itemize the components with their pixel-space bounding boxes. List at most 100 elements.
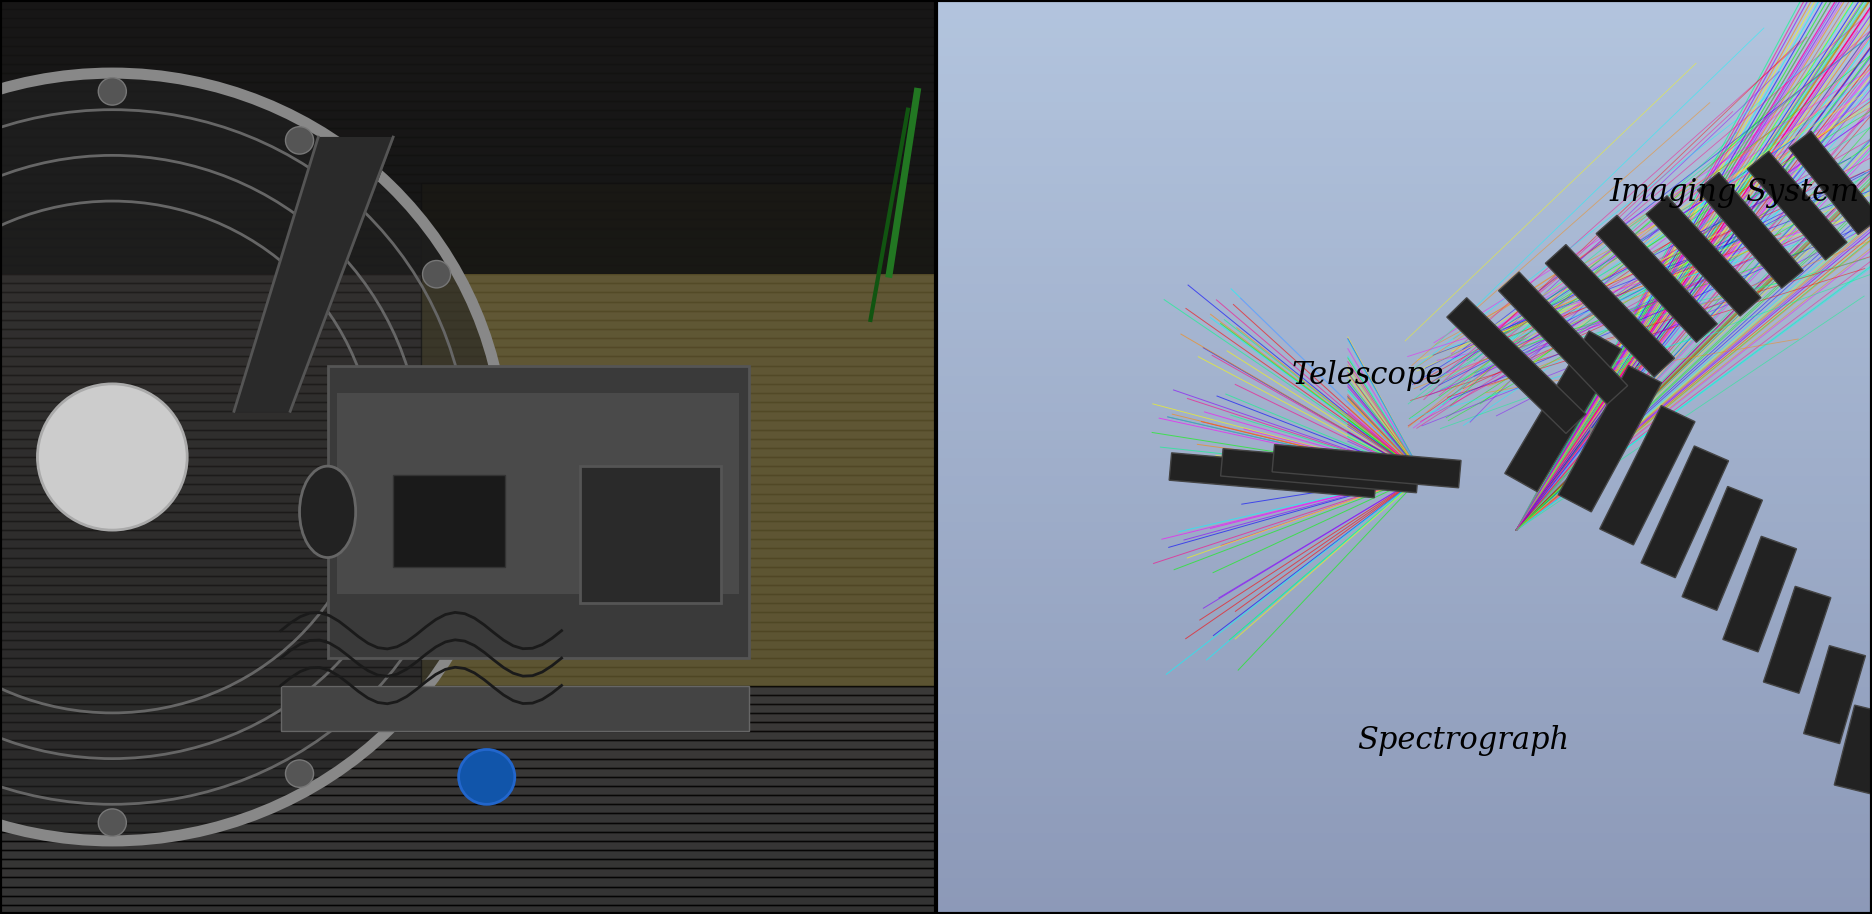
Circle shape — [472, 443, 502, 471]
Bar — [0, 393, 936, 402]
Bar — [281, 686, 749, 731]
Bar — [0, 292, 936, 302]
Bar — [0, 375, 936, 384]
Bar — [936, 631, 1872, 640]
Bar — [936, 567, 1872, 576]
Circle shape — [97, 809, 125, 836]
Bar — [936, 512, 1872, 521]
Bar — [0, 686, 936, 695]
Bar — [0, 155, 936, 165]
Bar — [936, 905, 1872, 914]
Bar — [0, 238, 936, 247]
Bar — [1722, 537, 1797, 652]
Bar — [936, 896, 1872, 905]
Bar — [936, 329, 1872, 338]
Bar — [936, 411, 1872, 420]
Bar — [936, 146, 1872, 155]
Bar — [936, 667, 1872, 676]
Bar — [936, 292, 1872, 302]
Bar — [936, 777, 1872, 786]
Bar — [0, 439, 936, 448]
Bar — [936, 174, 1872, 183]
Bar — [936, 356, 1872, 366]
Bar — [0, 82, 936, 91]
Bar — [0, 622, 936, 631]
Bar — [936, 64, 1872, 73]
Bar — [936, 594, 1872, 603]
Bar — [0, 9, 936, 18]
Bar — [0, 594, 936, 603]
Bar — [0, 640, 936, 649]
Bar — [936, 347, 1872, 356]
Bar — [0, 813, 936, 823]
Circle shape — [423, 260, 451, 288]
Bar — [936, 228, 1872, 238]
Bar — [0, 37, 936, 46]
Bar — [0, 265, 936, 274]
Bar — [0, 420, 936, 430]
Bar — [0, 18, 936, 27]
Bar — [1698, 173, 1803, 288]
Bar — [0, 759, 936, 768]
Bar — [0, 868, 936, 877]
FancyBboxPatch shape — [421, 183, 936, 686]
Bar — [936, 521, 1872, 530]
Bar — [936, 868, 1872, 877]
Bar — [0, 402, 936, 411]
Bar — [0, 603, 936, 612]
Bar — [0, 302, 936, 311]
Bar — [0, 247, 936, 256]
Bar — [0, 649, 936, 658]
Bar — [936, 302, 1872, 311]
Bar — [1642, 446, 1728, 578]
Bar — [0, 503, 936, 512]
Bar — [936, 768, 1872, 777]
Bar — [0, 128, 936, 137]
Bar — [0, 631, 936, 640]
Bar — [0, 219, 936, 228]
Bar — [0, 539, 936, 548]
Bar — [0, 55, 936, 64]
Bar — [936, 366, 1872, 375]
Ellipse shape — [300, 466, 356, 558]
Bar — [0, 201, 936, 210]
Bar — [936, 137, 1872, 146]
Bar — [0, 0, 936, 9]
Bar — [0, 329, 936, 338]
Bar — [0, 137, 936, 146]
Bar — [1763, 587, 1831, 693]
Bar — [0, 494, 936, 503]
Bar — [936, 37, 1872, 46]
Bar — [0, 311, 936, 320]
Bar — [936, 877, 1872, 887]
Bar — [0, 667, 936, 676]
Bar — [0, 466, 936, 475]
Bar — [0, 110, 936, 119]
Bar — [1803, 645, 1866, 744]
Bar — [936, 722, 1872, 731]
Bar — [936, 558, 1872, 567]
Bar — [936, 338, 1872, 347]
Bar — [936, 283, 1872, 292]
Bar — [936, 128, 1872, 137]
Bar — [0, 521, 936, 530]
Bar — [936, 238, 1872, 247]
Bar — [936, 375, 1872, 384]
Text: Imaging System: Imaging System — [1610, 177, 1861, 208]
Bar — [0, 0, 936, 274]
Bar — [936, 795, 1872, 804]
Bar — [936, 247, 1872, 256]
Bar — [936, 0, 1872, 9]
Bar — [936, 859, 1872, 868]
Bar — [0, 183, 936, 192]
Bar — [936, 494, 1872, 503]
Bar — [936, 55, 1872, 64]
Bar — [1597, 216, 1717, 342]
Bar — [0, 786, 936, 795]
Bar — [936, 695, 1872, 704]
Bar — [936, 448, 1872, 457]
Bar — [1747, 152, 1848, 260]
Bar — [0, 411, 936, 420]
Bar — [936, 759, 1872, 768]
Bar — [0, 228, 936, 238]
